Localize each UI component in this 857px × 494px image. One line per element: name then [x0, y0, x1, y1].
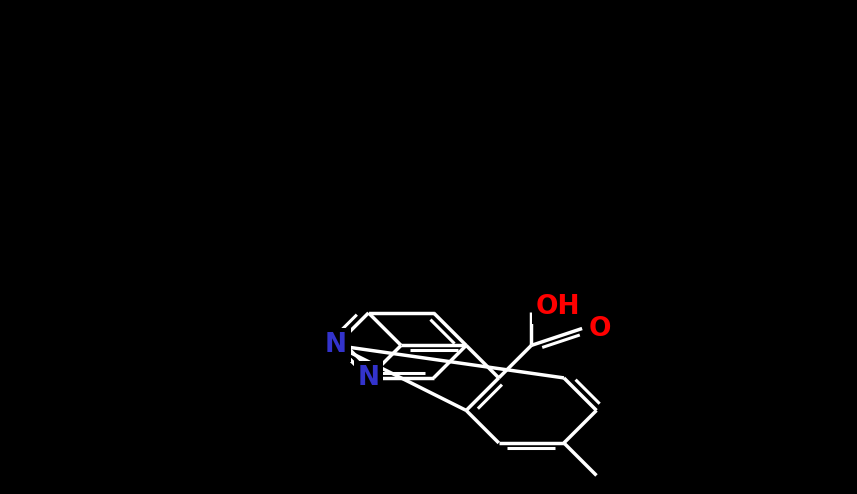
Text: N: N	[357, 365, 380, 391]
Text: N: N	[325, 332, 347, 358]
Text: O: O	[589, 316, 611, 341]
Text: OH: OH	[536, 293, 580, 320]
